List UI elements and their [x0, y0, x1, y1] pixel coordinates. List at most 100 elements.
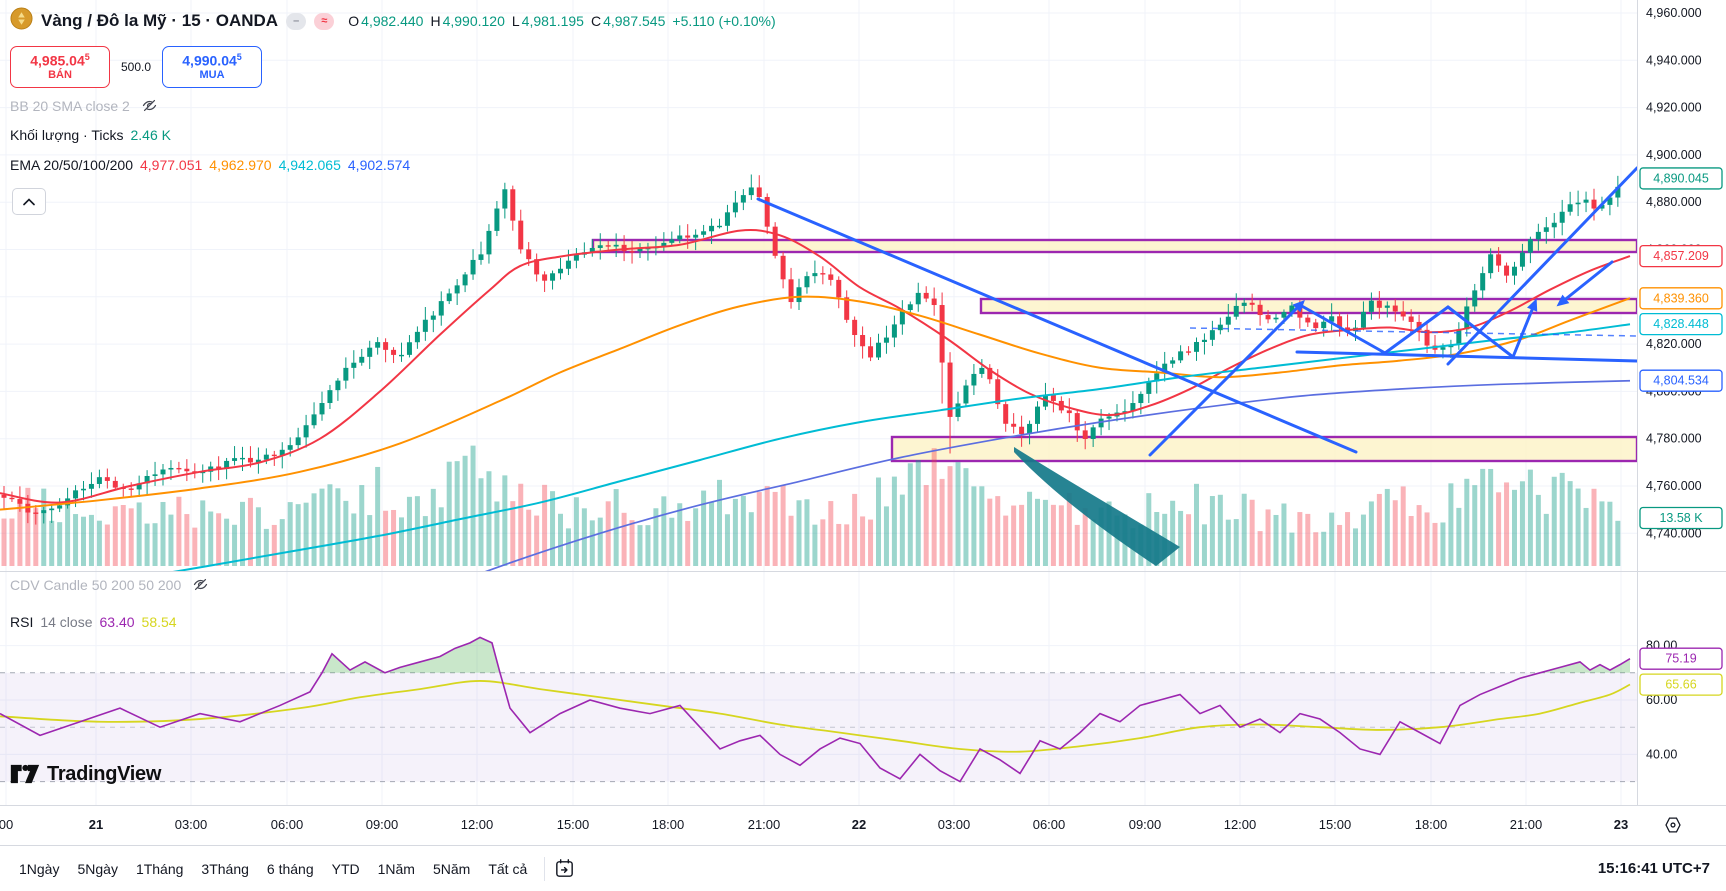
buy-button[interactable]: 4,990.045 MUA — [162, 46, 263, 88]
sell-price: 4,985.04 — [30, 52, 85, 69]
ema20-price-tag[interactable] — [1639, 244, 1723, 268]
trendline[interactable] — [1511, 303, 1536, 359]
price-axis-label: 4,900.000 — [1646, 148, 1702, 162]
trendline[interactable] — [1383, 305, 1450, 355]
rsi-value-tag-text: 75.19 — [1665, 652, 1696, 666]
range-button-9[interactable]: Tất cả — [479, 856, 536, 882]
range-button-8[interactable]: 5Năm — [424, 856, 479, 882]
rsi-ma-value-tag[interactable] — [1639, 673, 1723, 696]
buy-price-sup: 5 — [236, 52, 242, 63]
time-tick-label: 00 — [0, 817, 14, 832]
ema50-price-tag[interactable] — [1639, 287, 1723, 310]
range-button-2[interactable]: 5Ngày — [68, 856, 126, 882]
trendline[interactable] — [1148, 303, 1302, 457]
sell-label: BÁN — [48, 69, 72, 82]
ema200-line[interactable] — [400, 379, 1631, 604]
range-button-1[interactable]: 1Ngày — [10, 856, 68, 882]
bottom-toolbar: 1Ngày 5Ngày 1Tháng 3Tháng 6 tháng YTD 1Năm 5Năm… — [0, 845, 1726, 891]
price-axis-label: 4,880.000 — [1646, 195, 1702, 209]
trendline-arrowhead — [1556, 294, 1570, 307]
time-tick-label: 06:00 — [1032, 817, 1066, 832]
price-axis-label: 4,960.000 — [1646, 6, 1702, 20]
price-axis[interactable] — [1637, 0, 1726, 805]
time-tick-label: 03:00 — [174, 817, 208, 832]
go-to-date-icon[interactable] — [553, 857, 576, 880]
bb-visibility-off-icon[interactable] — [141, 97, 158, 114]
time-axis[interactable]: 00 21 03:00 06:00 09:00 12:00 15:00 18:00 21:00 2… — [0, 805, 1726, 846]
rsi-axis-label: 40.00 — [1646, 747, 1677, 761]
sell-price-sup: 5 — [84, 52, 90, 63]
trendline[interactable] — [1298, 303, 1387, 355]
range-button-3[interactable]: 1Tháng — [127, 856, 192, 882]
rsi-ma-line[interactable] — [0, 680, 1631, 753]
last-price-tag-text: 4,890.045 — [1653, 171, 1709, 185]
time-tick-label: 21:00 — [747, 817, 781, 832]
time-tick-label: 12:00 — [1223, 817, 1257, 832]
range-button-6[interactable]: YTD — [323, 856, 369, 882]
cdv-visibility-off-icon[interactable] — [192, 576, 209, 593]
buy-label: MUA — [199, 69, 225, 82]
ema100-price-tag[interactable] — [1639, 312, 1723, 336]
time-tick-label: 18:00 — [651, 817, 685, 832]
symbol-logo-icon[interactable] — [10, 7, 33, 35]
chart-canvas[interactable]: 4,960.000 4,940.000 4,920.000 4,900.000 4,88… — [0, 0, 1726, 805]
time-tick-label: 21:00 — [1509, 817, 1543, 832]
collapse-legend-button[interactable] — [12, 188, 46, 215]
axis-price-tags: 4,890.045 4,857.209 4,839.360 4,828.448 4,80… — [1639, 167, 1723, 696]
price-axis-label: 4,940.000 — [1646, 53, 1702, 67]
range-button-4[interactable]: 3Tháng — [192, 856, 257, 882]
price-axis-label: 4,780.000 — [1646, 432, 1702, 446]
trendline[interactable] — [1446, 166, 1637, 366]
trendline[interactable] — [1560, 260, 1614, 304]
price-axis-label: 4,740.000 — [1646, 526, 1702, 540]
rsi-value-tag[interactable] — [1639, 647, 1723, 670]
range-button-5[interactable]: 6 tháng — [258, 856, 323, 882]
range-button-7[interactable]: 1Năm — [369, 856, 424, 882]
time-tick-label: 21 — [88, 817, 104, 832]
rsi-line[interactable] — [0, 636, 1631, 783]
date-range-buttons: 1Ngày 5Ngày 1Tháng 3Tháng 6 tháng YTD 1Năm 5Năm… — [10, 856, 536, 882]
time-tick-label: 23 — [1613, 817, 1629, 832]
ema50-line[interactable] — [0, 295, 1631, 511]
wedge-drawing[interactable] — [1014, 447, 1180, 566]
last-price-tag[interactable] — [1639, 167, 1723, 190]
time-tick-label: 09:00 — [1128, 817, 1162, 832]
ema50-price-tag-text: 4,839.360 — [1653, 291, 1709, 305]
rsi-ma-value-tag-text: 65.66 — [1665, 678, 1696, 692]
volume-bars — [1, 445, 1621, 566]
time-tick-label: 15:00 — [1318, 817, 1352, 832]
ema-lines — [0, 229, 1631, 604]
volume-tag[interactable] — [1639, 506, 1723, 530]
clock-display[interactable]: 15:16:41 UTC+7 — [1597, 860, 1710, 877]
bar-status-badge[interactable]: – — [286, 12, 307, 30]
trendline-arrowhead — [1292, 300, 1305, 313]
ema200-price-tag[interactable] — [1639, 369, 1723, 392]
time-axis-settings-icon[interactable] — [1662, 814, 1684, 841]
trendline-arrowhead — [1527, 298, 1538, 312]
symbol-title[interactable]: Vàng / Đô la Mỹ · 15 · OANDA — [41, 11, 279, 30]
zone-rect[interactable] — [591, 238, 1637, 254]
buy-price: 4,990.04 — [182, 52, 237, 69]
time-tick-label: 09:00 — [365, 817, 399, 832]
time-tick-label: 12:00 — [460, 817, 494, 832]
price-axis-label: 4,820.000 — [1646, 337, 1702, 351]
rsi-pane — [0, 636, 1637, 783]
sell-button[interactable]: 4,985.045 BÁN — [10, 46, 110, 88]
tradingview-logo-text: TradingView — [47, 762, 162, 785]
zone-rect[interactable] — [890, 435, 1637, 463]
tradingview-logo[interactable]: TradingView — [10, 762, 161, 786]
trendline[interactable] — [1295, 350, 1637, 363]
time-tick-label: 15:00 — [556, 817, 590, 832]
trade-panel: 4,985.045 BÁN 500.0 4,990.045 MUA — [10, 46, 263, 88]
ema100-price-tag-text: 4,828.448 — [1653, 317, 1709, 331]
market-status-badge[interactable]: ≈ — [314, 12, 335, 30]
time-tick-label: 18:00 — [1414, 817, 1448, 832]
volume-tag-text: 13.58 K — [1659, 511, 1703, 525]
trendline[interactable] — [756, 197, 1358, 454]
time-tick-label: 22 — [851, 817, 867, 832]
rsi-axis-label: 60.00 — [1646, 693, 1677, 707]
ema20-price-tag-text: 4,857.209 — [1653, 249, 1709, 263]
trendline-drawings — [756, 166, 1637, 457]
tradingview-logo-icon — [10, 764, 40, 784]
